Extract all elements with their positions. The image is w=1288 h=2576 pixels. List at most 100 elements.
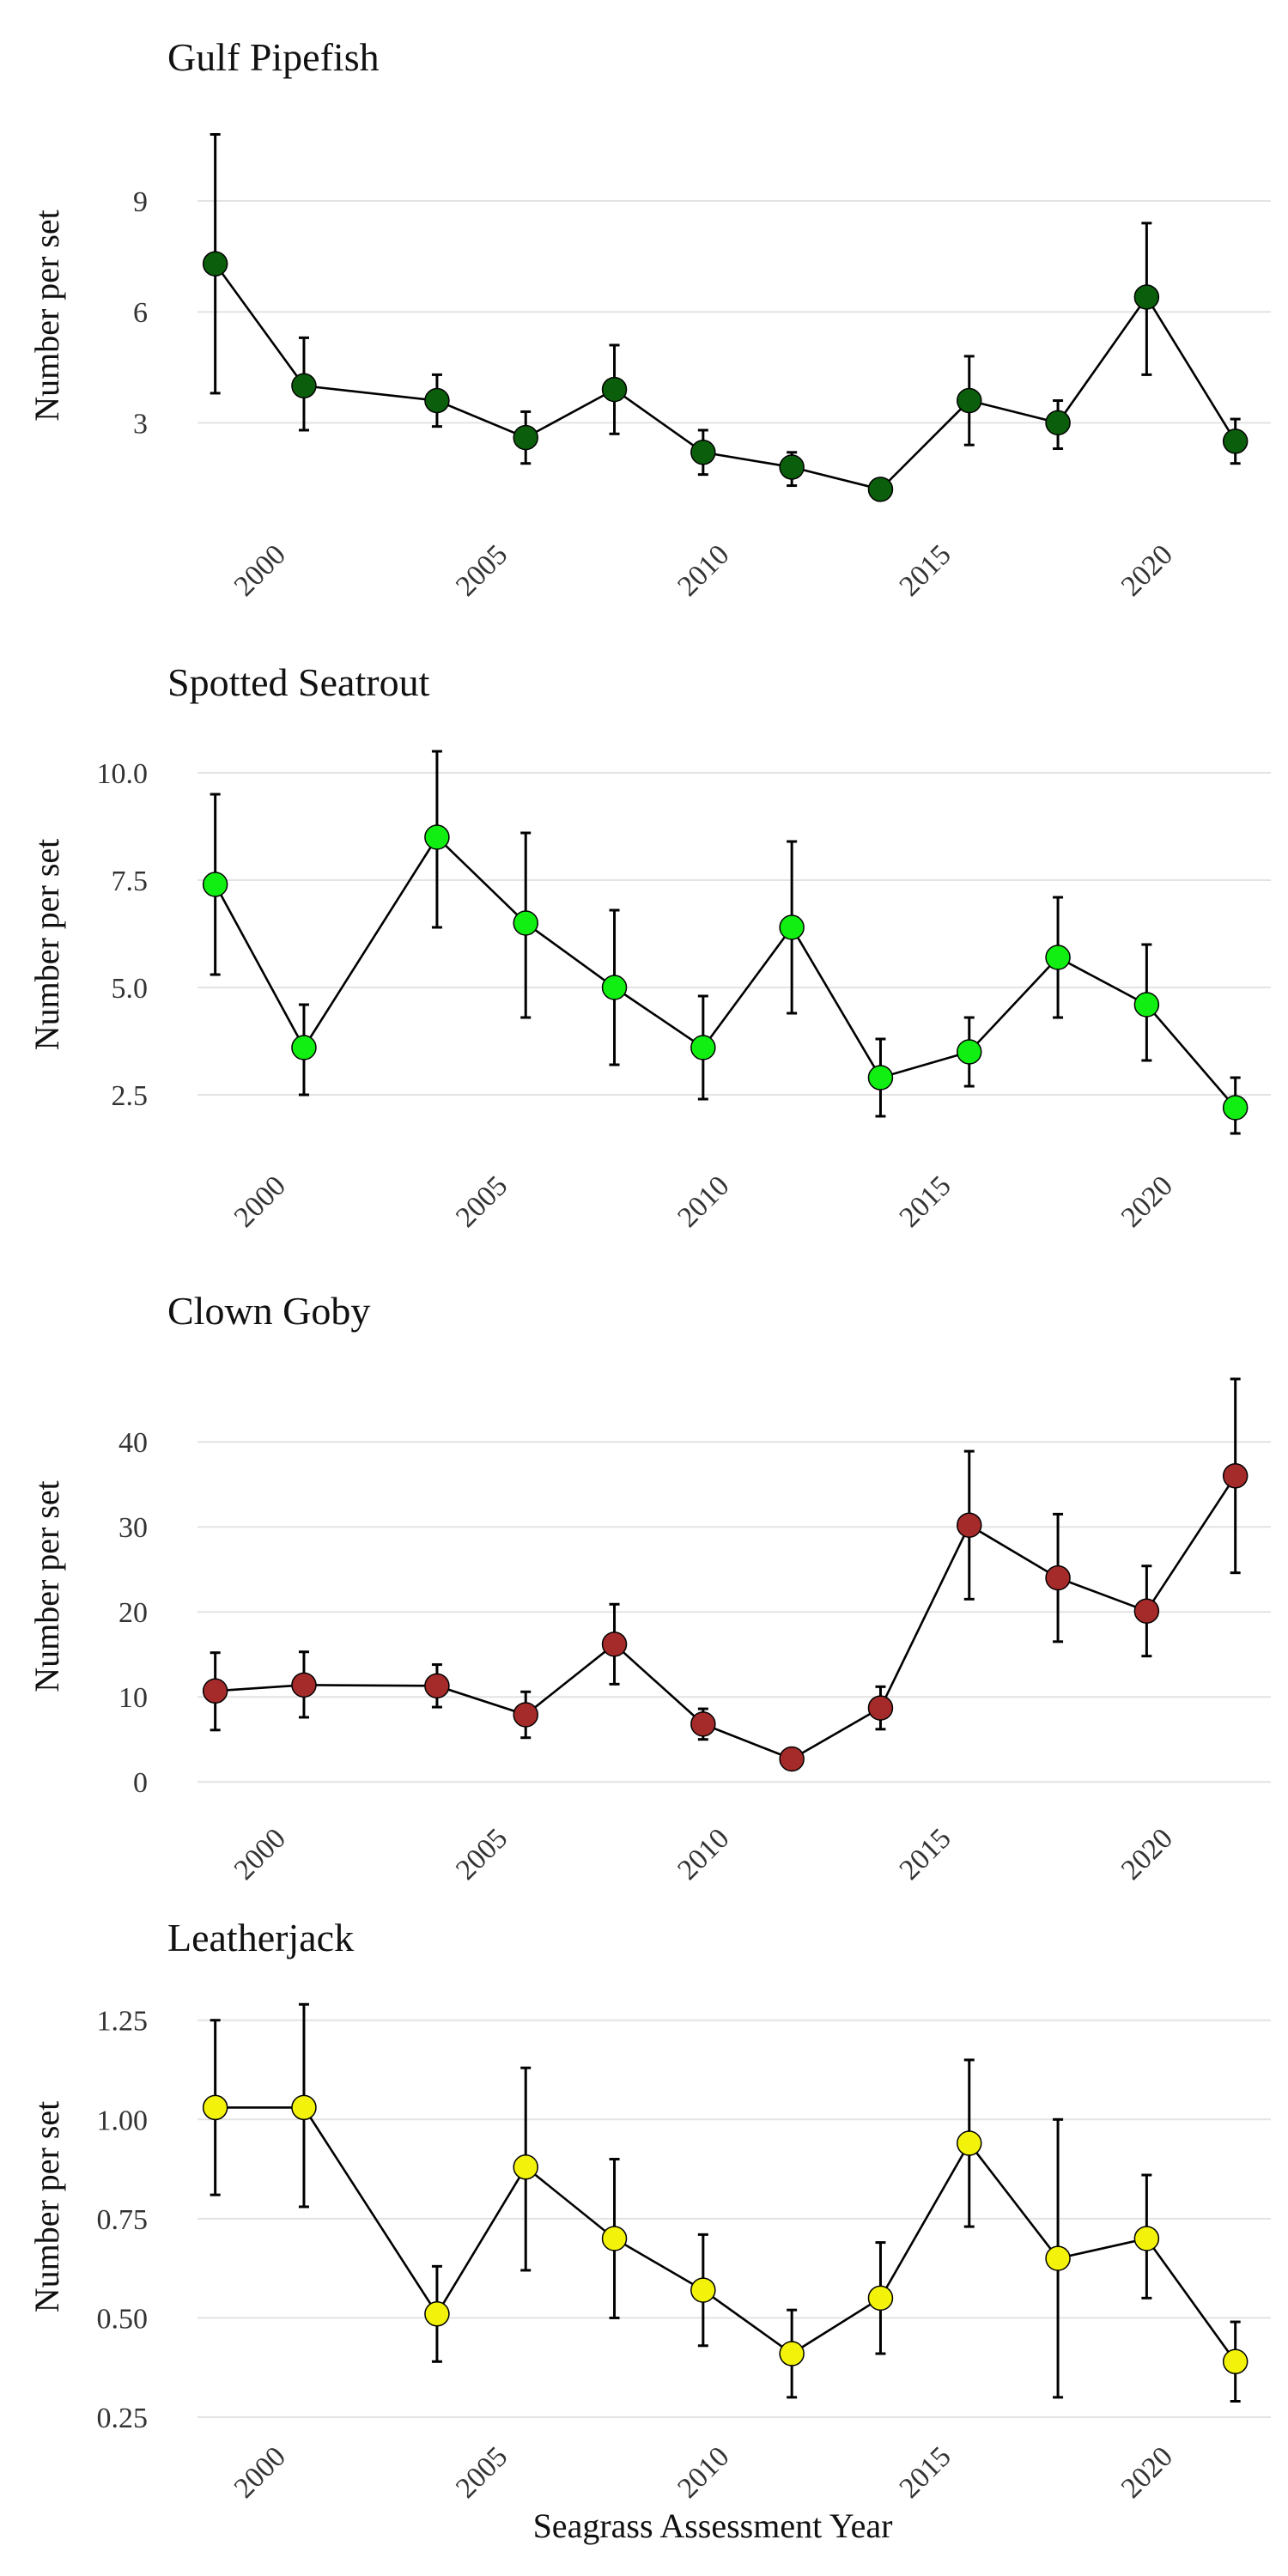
data-point — [291, 2094, 317, 2121]
data-point — [1045, 1564, 1071, 1591]
y-axis-title: Number per set — [27, 839, 66, 1051]
y-tick-label: 0.50 — [97, 2303, 149, 2335]
data-point — [867, 1695, 894, 1721]
data-point — [424, 2301, 450, 2327]
data-point — [779, 2341, 805, 2366]
y-tick-label: 1.00 — [97, 2105, 149, 2136]
x-tick-label: 2005 — [450, 538, 513, 602]
data-point — [779, 914, 805, 940]
series-line — [214, 263, 1236, 491]
y-tick-label: 9 — [133, 186, 148, 218]
data-point — [291, 373, 317, 399]
data-point — [513, 1702, 538, 1728]
data-point — [424, 1673, 450, 1699]
panel-title: Leatherjack — [167, 1916, 354, 1959]
data-point — [1045, 410, 1071, 436]
x-tick-label: 2005 — [450, 2440, 513, 2504]
data-point — [779, 454, 805, 480]
panel-title: Clown Goby — [167, 1289, 370, 1333]
data-point — [1133, 992, 1160, 1018]
series-line — [215, 1475, 1236, 1760]
data-point — [513, 424, 538, 451]
x-tick-label: 2020 — [1115, 538, 1179, 602]
y-tick-label: 40 — [118, 1427, 148, 1459]
x-tick-label: 2010 — [671, 2440, 735, 2504]
x-tick-label: 2015 — [894, 2440, 957, 2504]
y-tick-label: 10 — [118, 1682, 148, 1714]
y-axis-title: Number per set — [27, 1480, 66, 1692]
y-tick-label: 1.25 — [97, 2006, 149, 2038]
x-tick-label: 2000 — [228, 1822, 292, 1886]
data-point — [1133, 284, 1160, 310]
x-tick-label: 2015 — [894, 538, 957, 602]
data-point — [424, 387, 450, 414]
data-point — [1133, 2226, 1160, 2251]
x-tick-label: 2000 — [228, 1170, 292, 1233]
data-point — [601, 2226, 628, 2251]
y-tick-label: 30 — [118, 1512, 148, 1544]
x-tick-label: 2020 — [1115, 1822, 1179, 1886]
data-point — [513, 2154, 538, 2180]
data-point — [867, 1065, 894, 1091]
chart-panel-1: Gulf Pipefish 3 6 9 Number per set 2000 2005 20… — [27, 35, 1271, 603]
x-tick-label: 2010 — [671, 1170, 735, 1233]
data-point — [1222, 1463, 1249, 1489]
panel-title: Gulf Pipefish — [167, 35, 380, 79]
data-point — [867, 477, 894, 502]
x-tick-label: 2015 — [894, 1170, 957, 1233]
data-point — [424, 824, 450, 850]
chart-panel-2: Spotted Seatrout 2.5 5.0 7.5 10.0 Number per … — [27, 660, 1271, 1234]
y-tick-label: 0.75 — [97, 2204, 149, 2236]
panel-title: Spotted Seatrout — [167, 660, 430, 704]
x-tick-label: 2010 — [671, 538, 735, 602]
data-point — [1045, 2245, 1071, 2271]
chart-panel-4: Leatherjack 0.25 0.50 0.75 1.00 1.25 Number pe… — [27, 1916, 1271, 2505]
data-point — [202, 2094, 228, 2121]
data-point — [1222, 1095, 1249, 1121]
y-tick-label: 3 — [133, 408, 148, 440]
data-point — [957, 2130, 982, 2156]
x-tick-label: 2005 — [450, 1170, 513, 1233]
data-point — [690, 2277, 716, 2303]
y-axis-title: Number per set — [27, 2101, 66, 2313]
chart-panel-3: Clown Goby 0 10 20 30 40 Number per set 2000 200… — [27, 1289, 1271, 1886]
data-point — [957, 1512, 982, 1538]
x-tick-label: 2005 — [450, 1822, 513, 1886]
data-point — [690, 440, 716, 465]
data-point — [957, 1039, 982, 1065]
x-tick-label: 2000 — [228, 538, 292, 602]
data-point — [291, 1672, 317, 1698]
x-tick-label: 2020 — [1115, 1170, 1179, 1233]
data-point — [601, 376, 628, 403]
series-line — [214, 835, 1236, 1109]
data-point — [513, 910, 538, 936]
data-point — [291, 1035, 317, 1060]
data-point — [690, 1711, 716, 1737]
x-tick-label: 2020 — [1115, 2440, 1179, 2504]
x-axis-title: Seagrass Assessment Year — [533, 2506, 893, 2545]
y-tick-label: 2.5 — [112, 1080, 149, 1112]
data-point — [202, 1678, 228, 1704]
y-tick-label: 7.5 — [112, 866, 149, 897]
x-tick-label: 2015 — [894, 1822, 957, 1886]
data-point — [1222, 2348, 1249, 2375]
data-point — [202, 251, 228, 276]
series-line — [215, 2106, 1236, 2363]
y-axis-title: Number per set — [27, 210, 66, 422]
data-point — [1222, 428, 1249, 454]
data-point — [867, 2285, 894, 2312]
y-tick-label: 0 — [133, 1767, 148, 1799]
y-tick-label: 10.0 — [97, 758, 149, 790]
y-tick-label: 6 — [133, 297, 148, 329]
x-tick-label: 2000 — [228, 2440, 292, 2504]
y-tick-label: 20 — [118, 1597, 148, 1629]
y-tick-label: 5.0 — [112, 973, 149, 1005]
data-point — [957, 387, 982, 414]
data-point — [202, 872, 228, 897]
y-tick-label: 0.25 — [97, 2403, 149, 2434]
data-point — [601, 1631, 628, 1657]
data-point — [1045, 945, 1071, 970]
data-point — [690, 1035, 716, 1060]
data-point — [601, 975, 628, 1000]
